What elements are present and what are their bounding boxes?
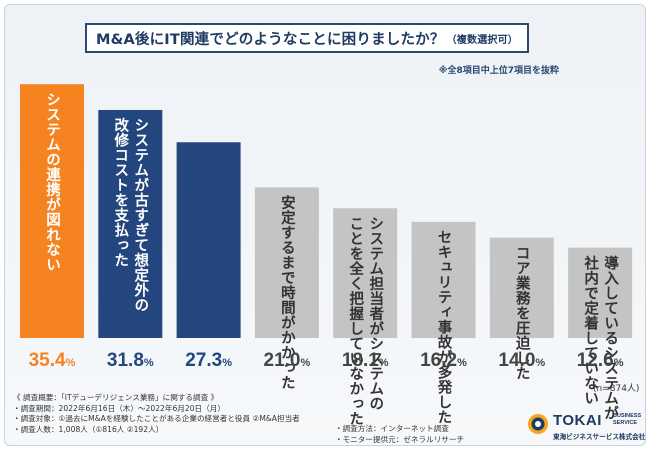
category-label-4: 安定するまで時間がかかった: [279, 194, 295, 390]
value-label-7: 14.0%: [498, 350, 545, 371]
logo-name: TOKAI: [553, 412, 602, 429]
value-label-1: 35.4%: [29, 350, 76, 371]
survey-method: ・調査方法：インターネット調査 ・モニター提供元：ゼネラルリサーチ: [335, 424, 505, 445]
category-label-3-line-3: 把握できない: [181, 149, 197, 240]
logo-tag-line-2: SERVICE: [613, 419, 638, 426]
selection-note: ※全8項目中上位7項目を抜粋: [438, 66, 559, 76]
value-label-8: 12.6%: [577, 350, 624, 371]
bar-5: [333, 208, 398, 338]
category-label-1: システムの連携が図れない: [44, 92, 60, 272]
category-label-6-line-1: セキュリティ事故が多発した: [436, 230, 453, 425]
category-label-5-line-2: ことを全く把握していなかった: [347, 216, 364, 426]
bar-4: [254, 187, 319, 338]
chart-title-box: M&A後にIT関連でどのようなことに困りましたか？ （複数選択可）: [85, 23, 529, 53]
value-label-4: 21.0%: [264, 350, 311, 371]
survey-line-3: ・調査対象：①過去にM&Aを経験したことがある企業の経営者と役員 ②M&A担当者: [13, 414, 300, 424]
chart-title-sub: （複数選択可）: [446, 34, 518, 46]
bar-2: [98, 109, 163, 338]
bar-3: [176, 142, 241, 338]
value-label-6: 16.2%: [420, 350, 467, 371]
logo-company-name: 東海ビジネスサービス株式会社: [553, 433, 646, 441]
logo-tag-line-1: BUSINESS: [613, 413, 642, 419]
bar-8: [568, 247, 633, 338]
category-label-8-line-2: 社内で定着していない: [582, 254, 599, 405]
company-logo: TOKAI BUSINESS SERVICE 東海ビジネスサービス株式会社: [527, 411, 645, 441]
value-label-5: 18.1%: [342, 350, 389, 371]
category-label-2-line-1: システムが古すぎて想定外の: [132, 118, 149, 313]
survey-method-line-1: ・調査方法：インターネット調査: [335, 424, 449, 433]
category-label-2-line-2: 改修コストを支払った: [112, 117, 129, 268]
sun-logo-icon: [528, 414, 548, 434]
survey-line-1: 《 調査概要：「ITデューデリジェンス業務」に関する調査 》: [13, 393, 219, 402]
survey-method-line-2: ・モニター提供元：ゼネラルリサーチ: [335, 434, 465, 444]
bar-6: [411, 221, 476, 338]
sample-size: (n=874人): [593, 384, 640, 394]
category-label-3-line-2: 対象会社の会計数値が: [201, 149, 218, 300]
survey-line-2: ・調査期間：2022年6月16日（木）～2022年6月20日（月）: [13, 403, 225, 413]
survey-overview: 《 調査概要：「ITデューデリジェンス業務」に関する調査 》 ・調査期間：202…: [13, 393, 343, 435]
category-label-7: コア業務を圧迫した: [514, 246, 531, 381]
category-label-7-line-1: コア業務を圧迫した: [514, 246, 531, 381]
category-label-4-line-1: 安定するまで時間がかかった: [279, 194, 295, 390]
value-label-3: 27.3%: [185, 350, 232, 371]
value-label-2: 31.8%: [107, 350, 154, 371]
logo-tagline: BUSINESS SERVICE: [613, 413, 641, 426]
category-label-5-line-1: システム担当者がシステムの: [367, 216, 383, 411]
bar-1: [20, 84, 84, 338]
category-label-8-line-1: 導入しているシステムが: [602, 254, 618, 420]
bar-7: [489, 237, 554, 338]
category-label-6: セキュリティ事故が多発した: [436, 230, 453, 425]
category-label-1-line-1: システムの連携が図れない: [44, 92, 60, 272]
chart-title: M&A後にIT関連でどのようなことに困りましたか？: [96, 31, 445, 48]
category-label-3-line-1: タイムリーに: [221, 150, 237, 240]
survey-line-4: ・調査人数：1,008人（①816人 ②192人）: [13, 424, 164, 434]
